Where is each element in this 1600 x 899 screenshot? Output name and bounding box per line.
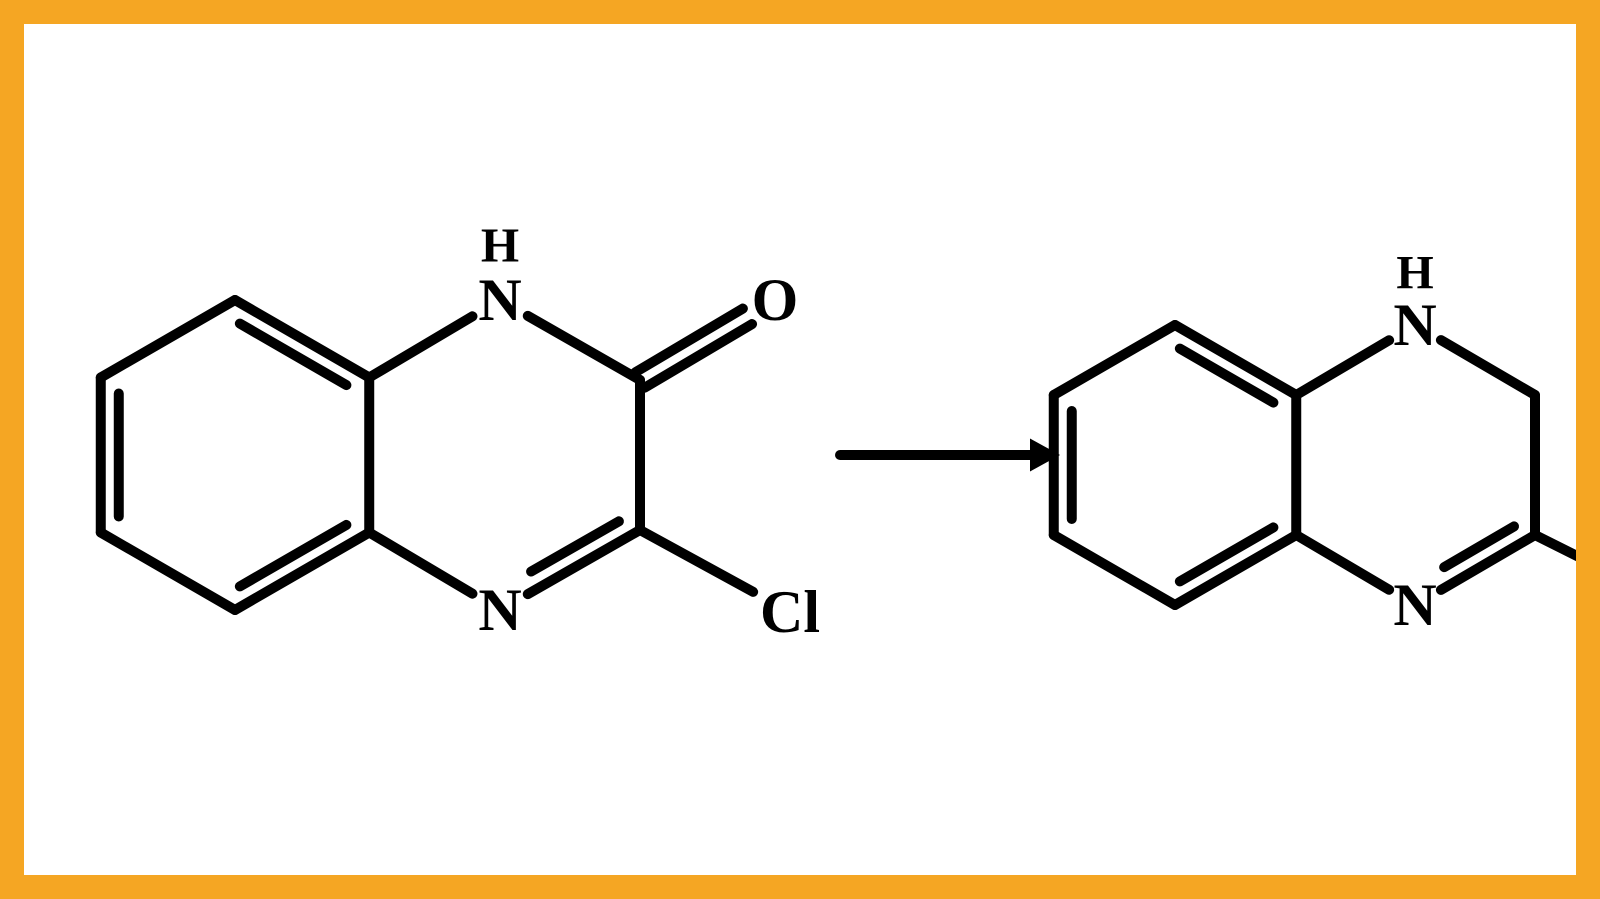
svg-text:N: N xyxy=(1393,572,1436,638)
svg-text:Cl: Cl xyxy=(760,579,820,645)
svg-text:N: N xyxy=(478,577,521,643)
svg-text:N: N xyxy=(478,267,521,333)
svg-text:H: H xyxy=(1396,247,1433,300)
svg-text:H: H xyxy=(481,218,519,273)
svg-text:O: O xyxy=(752,267,799,333)
reaction-svg: NHNOClNHNCl xyxy=(24,24,1576,875)
svg-text:N: N xyxy=(1393,292,1436,358)
reaction-frame: NHNOClNHNCl xyxy=(0,0,1600,899)
